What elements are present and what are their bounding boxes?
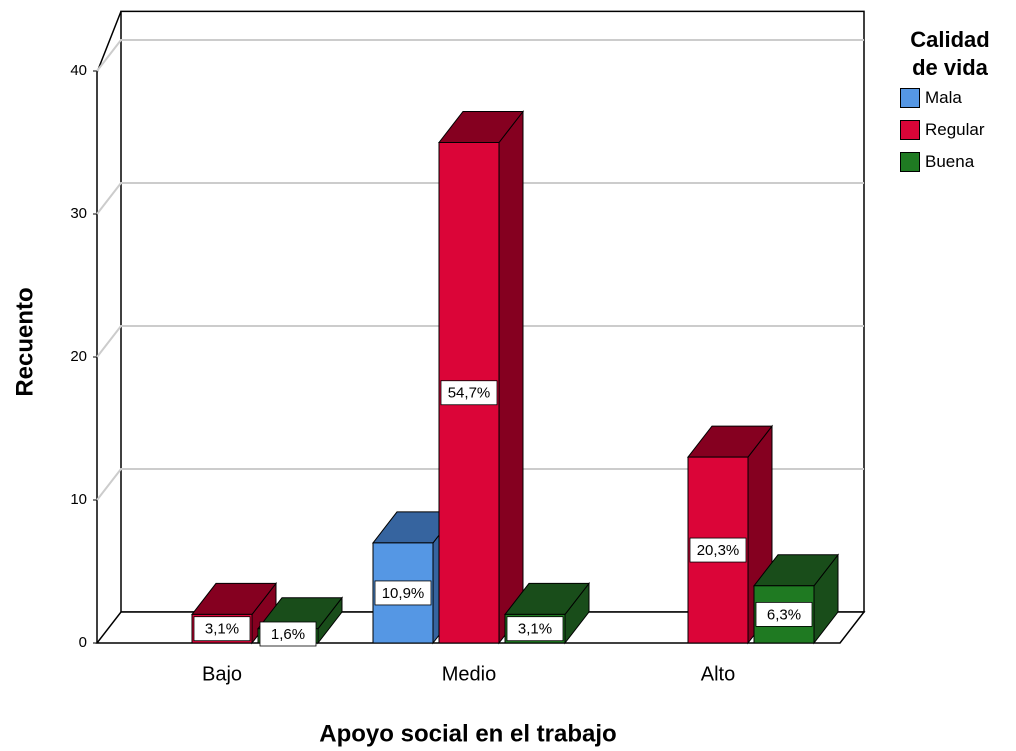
data-label-box — [259, 621, 317, 647]
y-tick-label: 10 — [70, 491, 87, 508]
grid-line — [96, 39, 864, 72]
data-label-box — [755, 602, 813, 627]
legend-item: Buena — [900, 146, 1012, 178]
legend-swatch — [900, 152, 920, 172]
data-label-box — [689, 537, 747, 563]
data-label-box — [193, 616, 251, 642]
grid-line — [96, 325, 864, 358]
data-label: 54,7% — [448, 385, 491, 402]
legend-label: Regular — [925, 120, 985, 139]
y-axis-title: Recuento — [11, 287, 38, 396]
legend-label: Mala — [925, 88, 962, 107]
legend-label: Buena — [925, 152, 975, 171]
y-tick-label: 20 — [70, 348, 87, 365]
x-tick-label: Alto — [701, 663, 735, 685]
y-tick-label: 40 — [70, 62, 87, 79]
data-label-box — [374, 580, 432, 606]
legend-item: Mala — [900, 82, 1012, 114]
x-axis-title: Apoyo social en el trabajo — [319, 720, 616, 747]
bar-side — [498, 110, 524, 645]
legend: Calidad de vida Mala Regular Buena — [900, 26, 1012, 178]
data-label-box — [440, 380, 498, 406]
grid-line — [96, 468, 864, 501]
legend-swatch — [900, 88, 920, 108]
data-label: 1,6% — [271, 626, 305, 643]
legend-swatch — [900, 120, 920, 140]
y-tick-label: 0 — [79, 634, 87, 651]
data-label: 20,3% — [697, 542, 740, 559]
data-label: 3,1% — [205, 621, 239, 638]
x-tick-label: Medio — [442, 663, 496, 685]
left-wall — [96, 11, 122, 643]
data-label-box — [506, 616, 564, 642]
grid-line — [96, 182, 864, 215]
data-label: 10,9% — [382, 585, 425, 602]
legend-title: Calidad de vida — [910, 27, 990, 80]
data-label: 3,1% — [518, 621, 552, 638]
bar — [437, 110, 525, 645]
x-tick-label: Bajo — [202, 663, 242, 685]
data-label: 6,3% — [767, 606, 801, 623]
legend-item: Regular — [900, 114, 1012, 146]
y-tick-label: 30 — [70, 205, 87, 222]
